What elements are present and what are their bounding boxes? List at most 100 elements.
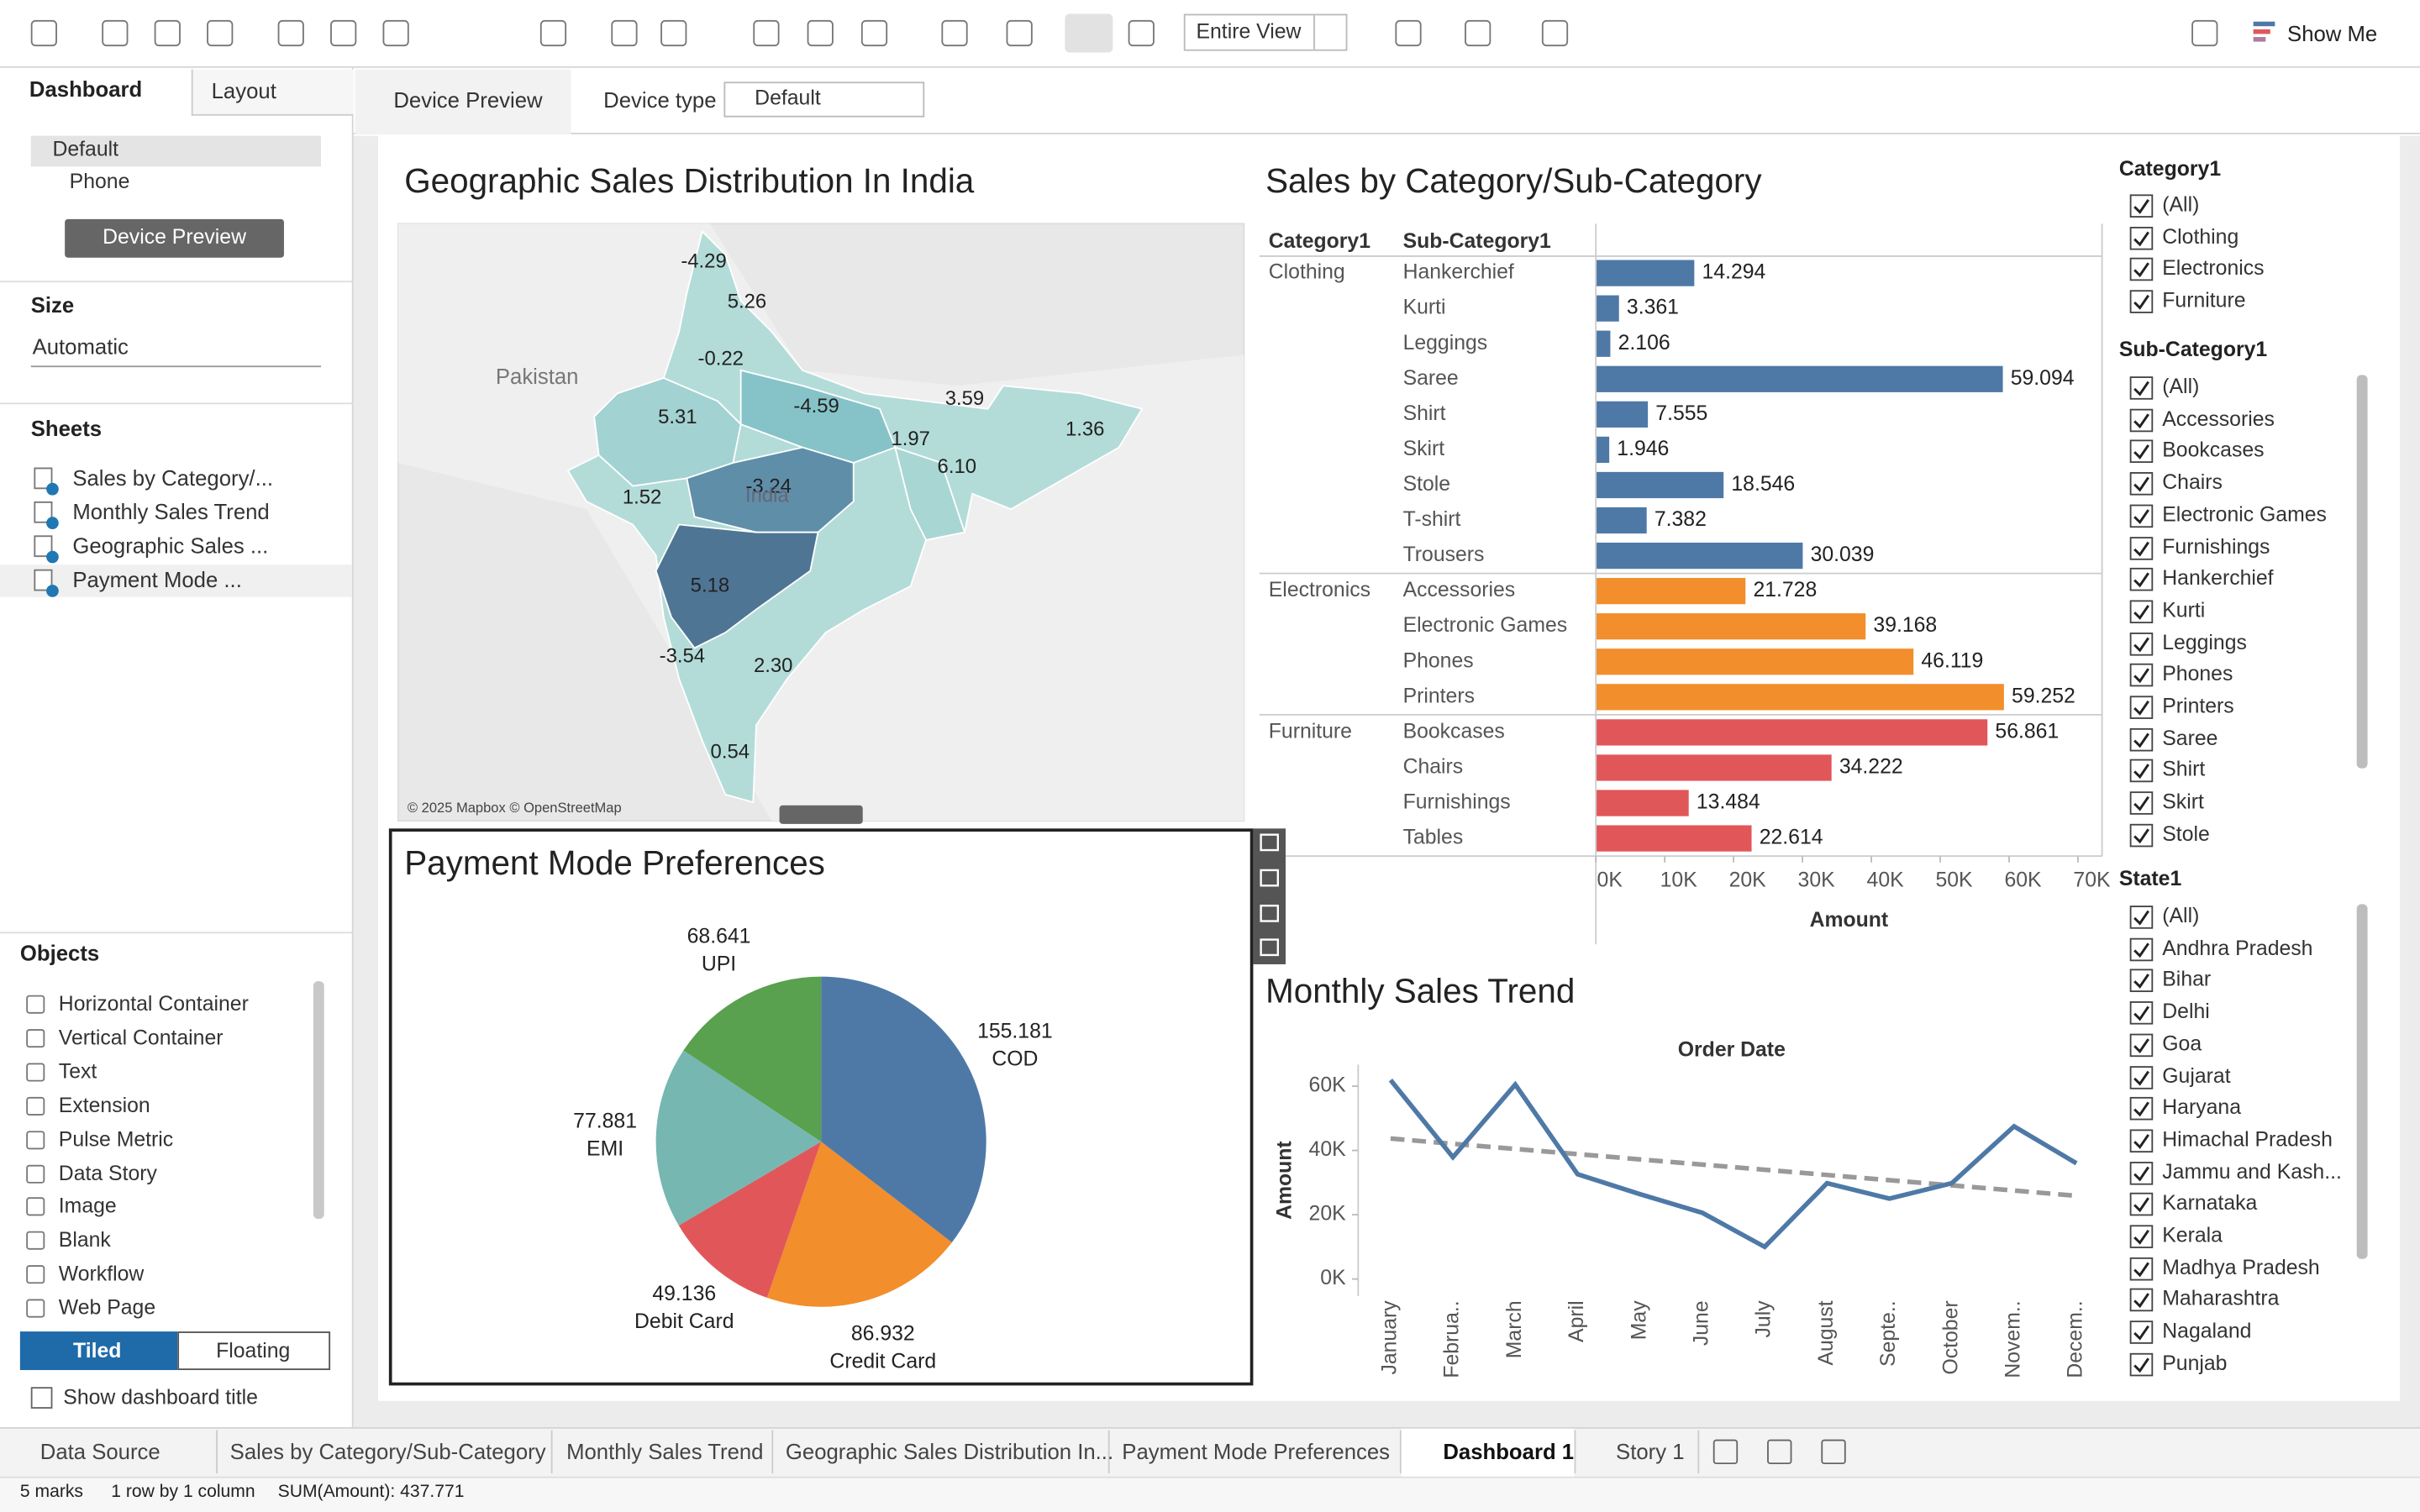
toolbar-button[interactable] (1465, 19, 1491, 47)
new-sheet-button[interactable] (1767, 1439, 1792, 1465)
toolbar-button[interactable] (102, 19, 129, 47)
toolbar-button[interactable] (611, 19, 638, 47)
filter-item[interactable]: Madhya Pradesh (2162, 1255, 2320, 1278)
device-preview-tab[interactable] (355, 69, 571, 134)
toolbar-button[interactable] (207, 19, 234, 47)
sheet-tab[interactable]: Sales by Category/Sub-Category (229, 1438, 546, 1464)
filter-checkbox[interactable] (2129, 600, 2154, 623)
new-sheet-button[interactable] (1821, 1439, 1846, 1465)
filter-checkbox[interactable] (2129, 1001, 2154, 1025)
filter-checkbox[interactable] (2129, 440, 2154, 464)
toolbar-button[interactable] (1128, 19, 1155, 47)
filter-checkbox[interactable] (2129, 1065, 2154, 1089)
filter-checkbox[interactable] (2129, 194, 2154, 218)
filter-item[interactable]: Hankerchief (2162, 566, 2274, 590)
filter-checkbox[interactable] (2129, 1257, 2154, 1280)
device-preview-label[interactable]: Device Preview (103, 224, 246, 249)
floating-label[interactable]: Floating (216, 1339, 291, 1362)
toolbar-button[interactable] (860, 19, 888, 47)
sheet-item[interactable]: Geographic Sales ... (72, 533, 269, 559)
filter-item[interactable]: Punjab (2162, 1351, 2228, 1374)
object-item[interactable]: Data Story (58, 1160, 157, 1184)
filter-checkbox[interactable] (2129, 290, 2154, 314)
filter-checkbox[interactable] (2129, 1289, 2154, 1312)
filter-item[interactable]: Jammu and Kash... (2162, 1159, 2342, 1183)
filter-checkbox[interactable] (2129, 568, 2154, 591)
device-type-dropdown[interactable] (723, 81, 925, 118)
filter-checkbox[interactable] (2129, 1161, 2154, 1184)
filter-item[interactable]: Bihar (2162, 968, 2212, 991)
device-preview-button[interactable] (65, 218, 284, 258)
filter-item[interactable]: Haryana (2162, 1095, 2241, 1119)
filter-item[interactable]: Himachal Pradesh (2162, 1127, 2333, 1151)
tiled-button[interactable] (19, 1331, 178, 1371)
sheet-tab[interactable]: Dashboard 1 (1443, 1438, 1575, 1464)
filter-checkbox[interactable] (2129, 226, 2154, 249)
filter-item[interactable]: Saree (2162, 726, 2218, 749)
toolbar-button[interactable] (2191, 19, 2218, 47)
checkbox[interactable] (30, 1387, 53, 1409)
sheet-tab[interactable]: Monthly Sales Trend (566, 1438, 764, 1464)
filter-item[interactable]: Chairs (2162, 470, 2223, 494)
toolbar-button[interactable] (807, 19, 834, 47)
view-mode[interactable]: Entire View (1196, 19, 1302, 44)
sheet-item[interactable]: Sales by Category/... (72, 465, 274, 491)
filter-item[interactable]: Karnataka (2162, 1191, 2258, 1215)
filter-item[interactable]: Nagaland (2162, 1319, 2252, 1342)
object-item[interactable]: Web Page (58, 1295, 156, 1320)
filter-item[interactable]: Phones (2162, 662, 2233, 685)
filter-item[interactable]: Furnishings (2162, 534, 2270, 558)
filter-item[interactable]: Andhra Pradesh (2162, 936, 2313, 959)
device-type-value[interactable]: Default (755, 86, 821, 110)
filter-checkbox[interactable] (2129, 632, 2154, 655)
filter-checkbox[interactable] (2129, 1097, 2154, 1121)
filter-checkbox[interactable] (2129, 258, 2154, 282)
filter-checkbox[interactable] (2129, 664, 2154, 687)
filter-item[interactable]: Gujarat (2162, 1063, 2231, 1087)
device-item[interactable]: Default (52, 137, 119, 160)
filter-checkbox[interactable] (2129, 937, 2154, 961)
filter-checkbox[interactable] (2129, 1193, 2154, 1216)
toolbar-button[interactable] (277, 19, 304, 47)
show-me[interactable]: Show Me (2287, 20, 2378, 46)
filter-checkbox[interactable] (2129, 376, 2154, 400)
filter-item[interactable]: Furniture (2162, 288, 2246, 312)
filter-item[interactable]: Skirt (2162, 790, 2204, 813)
object-item[interactable]: Blank (58, 1228, 111, 1252)
filter-item[interactable]: Electronics (2162, 256, 2265, 280)
toolbar-button[interactable] (1006, 19, 1033, 47)
toolbar-button[interactable] (330, 19, 357, 47)
tiled-label[interactable]: Tiled (73, 1339, 122, 1362)
filter-checkbox[interactable] (2129, 823, 2154, 847)
dashboard-tab[interactable]: Dashboard (29, 76, 143, 102)
toolbar-button-active[interactable] (1065, 13, 1113, 53)
filter-item[interactable]: (All) (2162, 192, 2200, 216)
object-item[interactable]: Workflow (58, 1262, 145, 1286)
sheet-item[interactable]: Payment Mode ... (72, 567, 242, 592)
object-item[interactable]: Image (58, 1194, 117, 1218)
filter-item[interactable]: Leggings (2162, 630, 2247, 654)
filter-checkbox[interactable] (2129, 906, 2154, 929)
toolbar-button[interactable] (1395, 19, 1422, 47)
filter-checkbox[interactable] (2129, 472, 2154, 496)
filter-checkbox[interactable] (2129, 696, 2154, 719)
layout-tab[interactable] (191, 69, 354, 116)
filter-checkbox[interactable] (2129, 969, 2154, 993)
filter-checkbox[interactable] (2129, 1033, 2154, 1057)
sheet-tab[interactable]: Payment Mode Preferences (1122, 1438, 1391, 1464)
device-preview-tab-label[interactable]: Device Preview (393, 87, 543, 113)
toolbar-button[interactable] (753, 19, 780, 47)
object-item[interactable]: Pulse Metric (58, 1126, 174, 1151)
filter-item[interactable]: Clothing (2162, 224, 2239, 248)
filter-item[interactable]: Stole (2162, 822, 2210, 845)
filter-item[interactable]: Bookcases (2162, 438, 2265, 462)
filter-checkbox[interactable] (2129, 1352, 2154, 1376)
filter-checkbox[interactable] (2129, 1225, 2154, 1248)
object-item[interactable]: Horizontal Container (58, 991, 249, 1016)
filter-checkbox[interactable] (2129, 759, 2154, 783)
filter-checkbox[interactable] (2129, 408, 2154, 432)
sheet-tab[interactable]: Data Source (39, 1438, 160, 1464)
filter-item[interactable]: Delhi (2162, 1000, 2210, 1023)
object-item[interactable]: Text (58, 1059, 97, 1083)
filter-checkbox[interactable] (2129, 536, 2154, 559)
